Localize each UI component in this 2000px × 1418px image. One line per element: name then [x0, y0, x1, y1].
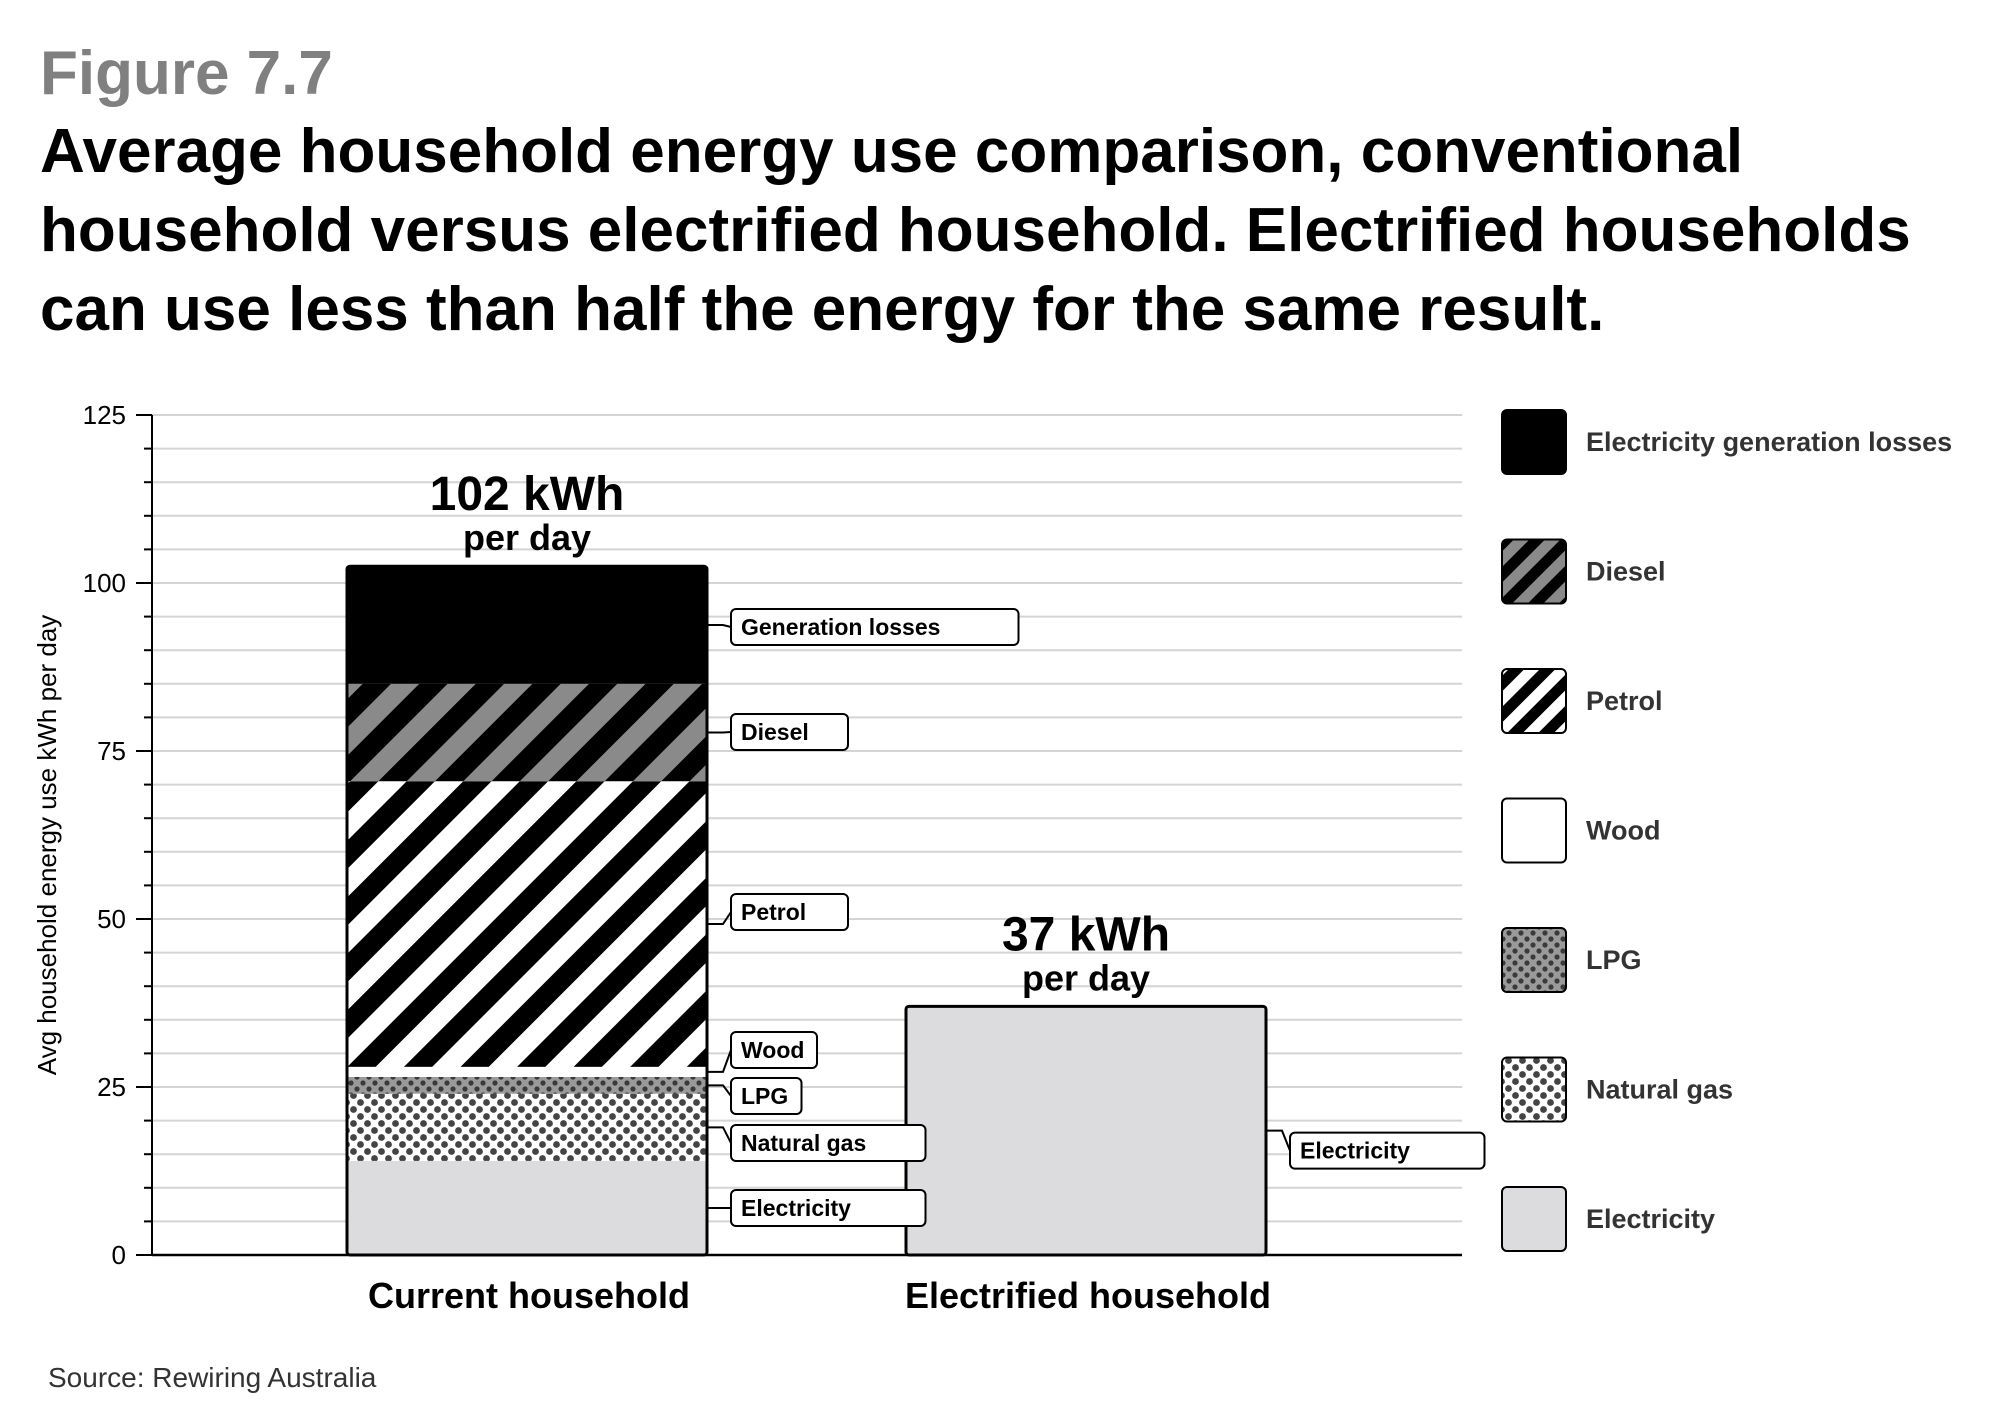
chart-title-line: Average household energy use comparison,… — [40, 117, 1744, 186]
legend-label: Electricity generation losses — [1586, 427, 1952, 457]
legend-label: Diesel — [1586, 557, 1666, 587]
bar-segment-petrol — [347, 781, 707, 1067]
segment-label: Electricity — [741, 1195, 851, 1221]
bar-segment-electricity — [347, 1160, 707, 1255]
label-leader — [707, 1084, 732, 1097]
y-axis-label: Avg household energy use kWh per day — [32, 615, 62, 1076]
y-tick-label: 125 — [83, 400, 126, 430]
segment-label: Natural gas — [741, 1130, 866, 1156]
source-note: Source: Rewiring Australia — [48, 1362, 377, 1393]
legend-swatch — [1501, 797, 1567, 864]
legend-label: Petrol — [1586, 686, 1663, 716]
bar-total-value: 102 kWh — [430, 468, 625, 521]
figure-label: Figure 7.7 — [40, 39, 333, 108]
chart-title: Average household energy use comparison,… — [40, 112, 1940, 349]
chart-title-line: can use less than half the energy for th… — [40, 275, 1605, 344]
segment-label: Diesel — [741, 719, 809, 745]
label-leader — [707, 624, 732, 628]
label-box — [730, 1077, 803, 1115]
label-leader — [707, 911, 732, 926]
legend-swatch — [1501, 927, 1567, 993]
bar-total-unit: per day — [463, 517, 591, 558]
segment-label: Electricity — [1300, 1138, 1410, 1164]
legend-swatch — [1501, 409, 1567, 475]
bar-segment-diesel — [347, 683, 707, 782]
legend-label: LPG — [1586, 945, 1642, 975]
legend-swatch — [1501, 1056, 1567, 1123]
bar-outline — [345, 564, 709, 1257]
bar-segment-electricity — [906, 1006, 1266, 1255]
label-leader — [707, 1126, 732, 1144]
bar-segment-wood — [347, 1066, 707, 1077]
bar-segment-lpg — [347, 1076, 707, 1094]
segment-labels: Electricity Natural gas LPG Wood Petrol Diese… — [707, 608, 1486, 1227]
label-box — [1289, 1131, 1486, 1170]
legend-label: Wood — [1586, 816, 1660, 846]
bar-segment-electricity-generation-losses — [347, 566, 707, 684]
y-tick-label: 75 — [97, 736, 126, 766]
segment-label: Generation losses — [741, 614, 940, 640]
legend-label: Electricity — [1586, 1204, 1715, 1234]
label-leader — [707, 1049, 732, 1073]
bar-total-unit: per day — [1022, 957, 1150, 998]
segment-label: Wood — [741, 1037, 804, 1063]
y-tick-label: 100 — [83, 568, 126, 598]
y-tick-label: 25 — [97, 1072, 126, 1102]
segment-label: Petrol — [741, 899, 806, 925]
y-tick-label: 0 — [112, 1240, 126, 1270]
label-box — [730, 1124, 927, 1162]
label-box — [730, 608, 1020, 646]
label-box — [730, 893, 849, 931]
label-leader — [707, 731, 732, 734]
label-leader — [1266, 1129, 1291, 1152]
legend-swatch — [1501, 668, 1567, 734]
label-box — [730, 713, 849, 751]
bar-segment-natural-gas — [347, 1093, 707, 1161]
chart-title-line: household versus electrified household. … — [40, 196, 1911, 265]
label-box — [730, 1189, 927, 1227]
y-tick-label: 50 — [97, 904, 126, 934]
segment-label: LPG — [741, 1083, 788, 1109]
legend-swatch — [1501, 538, 1567, 605]
legend-label: Natural gas — [1586, 1075, 1733, 1105]
legend-swatch — [1501, 1186, 1567, 1252]
label-box — [730, 1031, 818, 1069]
x-category-label: Electrified household — [905, 1275, 1271, 1316]
x-category-label: Current household — [368, 1275, 690, 1316]
legend: Electricity generation losses Diesel Petro… — [1501, 409, 1952, 1252]
bar-total-value: 37 kWh — [1002, 908, 1170, 961]
